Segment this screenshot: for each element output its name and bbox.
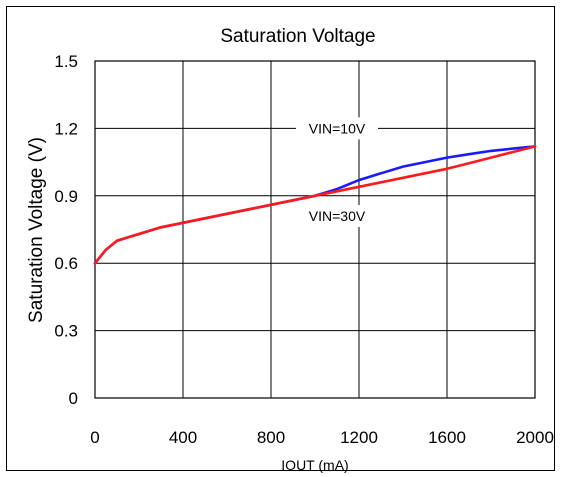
chart-title: Saturation Voltage [220, 26, 375, 47]
y-tick-label: 1.2 [54, 119, 78, 138]
x-axis-label: IOUT (mA) [281, 457, 348, 473]
annotation-background [296, 117, 378, 140]
plot-area-border [94, 60, 536, 399]
series-line-vin-30v [93, 145, 537, 265]
annotations: VIN=10V VIN=30V [296, 117, 378, 228]
y-tick-label: 0.9 [54, 187, 78, 206]
x-tick-label: 2000 [516, 428, 554, 447]
series-lines [93, 145, 537, 265]
annotation-background [296, 205, 378, 228]
x-tick-label: 1200 [340, 428, 378, 447]
x-tick-label: 800 [257, 428, 285, 447]
y-tick-label: 0 [69, 389, 78, 408]
chart-frame [6, 6, 555, 471]
y-tick-label: 0.6 [54, 254, 78, 273]
grid [94, 60, 536, 399]
x-tick-label: 0 [90, 428, 99, 447]
annotation-label: VIN=10V [309, 120, 366, 136]
x-tick-labels: 0 400 800 1200 1600 2000 [90, 428, 554, 447]
y-axis-label: Saturation Voltage (V) [26, 137, 47, 323]
x-tick-label: 400 [169, 428, 197, 447]
y-tick-label: 0.3 [54, 322, 78, 341]
x-tick-label: 1600 [428, 428, 466, 447]
y-tick-labels: 0 0.3 0.6 0.9 1.2 1.5 [54, 52, 78, 408]
annotation-label: VIN=30V [309, 208, 366, 224]
y-tick-label: 1.5 [54, 52, 78, 71]
